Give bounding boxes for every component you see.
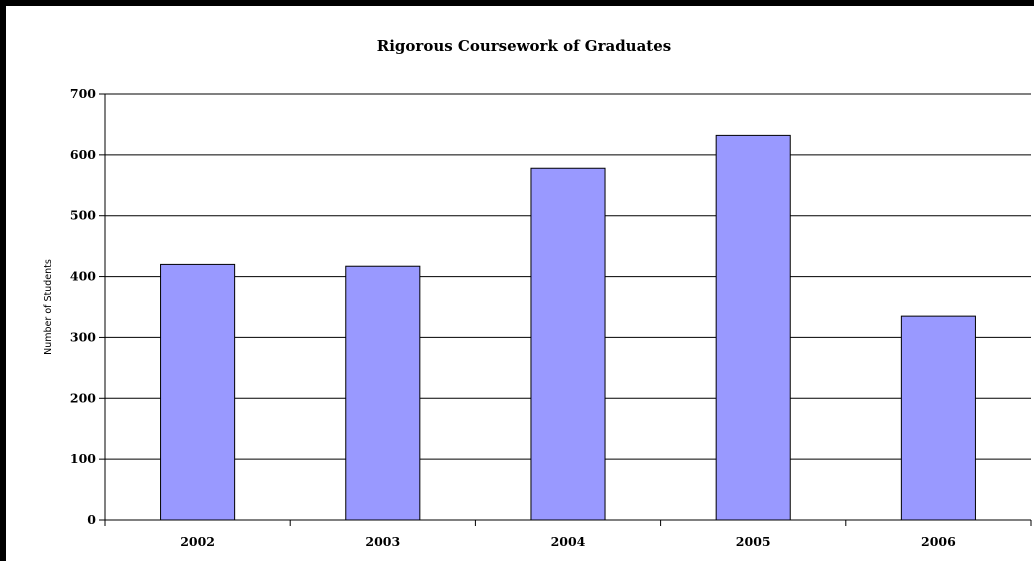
y-axis-label: Number of Students — [43, 259, 54, 355]
x-tick-label: 2002 — [180, 534, 215, 549]
chart-title: Rigorous Coursework of Graduates — [377, 37, 671, 55]
bar-2004 — [530, 167, 606, 521]
y-tick-label: 700 — [70, 86, 96, 101]
y-tick-label: 300 — [70, 329, 96, 344]
bar-2006 — [900, 315, 976, 521]
x-tick-label: 2003 — [365, 534, 400, 549]
bar-2005 — [715, 134, 791, 521]
bars — [160, 134, 976, 521]
y-tick-label: 0 — [87, 512, 96, 527]
x-tick-labels: 2002 2003 2004 2005 2006 — [180, 534, 956, 549]
y-tick-label: 500 — [70, 208, 96, 223]
bar-2003 — [345, 265, 421, 521]
axes — [99, 93, 1032, 526]
bar-chart: Rigorous Coursework of Graduates Number … — [43, 37, 1032, 549]
y-tick-label: 400 — [70, 269, 96, 284]
x-tick-label: 2006 — [921, 534, 956, 549]
y-tick-label: 600 — [70, 147, 96, 162]
y-tick-label: 200 — [70, 390, 96, 405]
y-tick-label: 100 — [70, 451, 96, 466]
y-tick-labels: 0 100 200 300 400 500 600 700 — [70, 86, 96, 527]
x-tick-label: 2004 — [551, 534, 586, 549]
x-tick-label: 2005 — [736, 534, 771, 549]
bar-2002 — [160, 263, 236, 521]
